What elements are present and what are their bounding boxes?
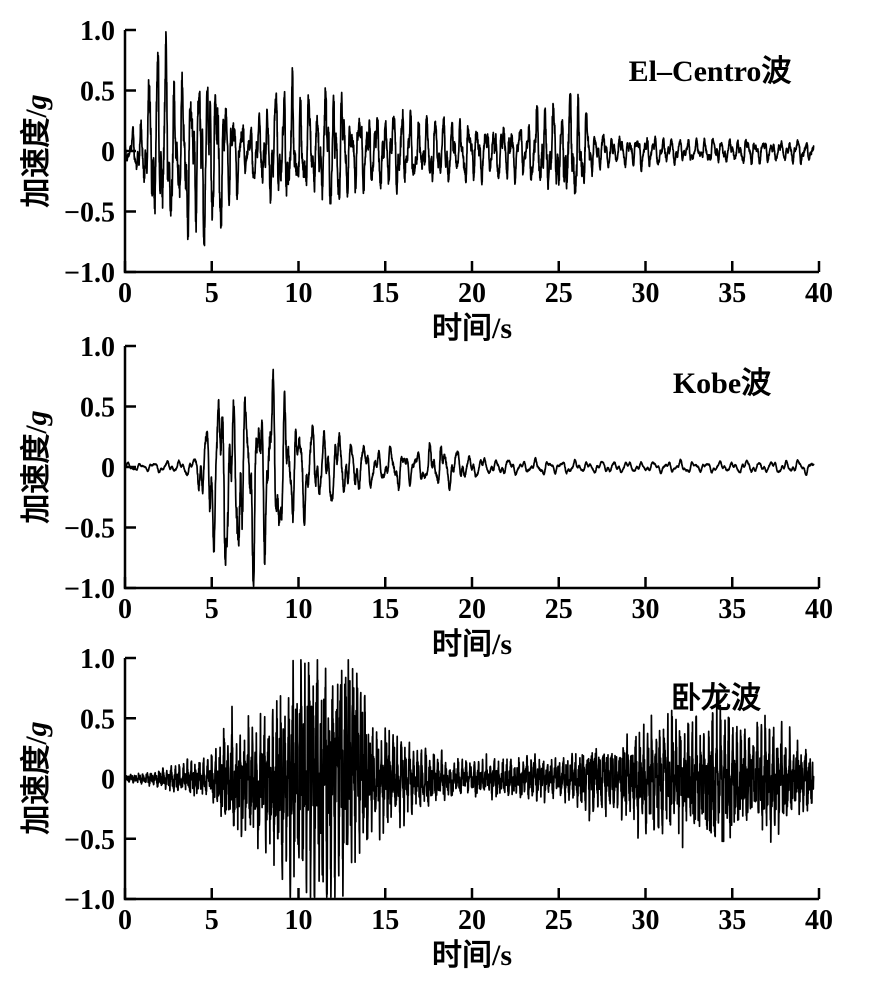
panel-wolong: 0 5 10 15 20 25 30 35 40 1.0 0.5 0 −0.5 −1.0 卧龙波 加速度/…: [20, 644, 833, 972]
y-tick-label: −0.5: [64, 198, 115, 229]
x-tick-label: 5: [205, 278, 219, 309]
x-tick-label: 5: [205, 594, 219, 625]
x-tick-label: 20: [458, 905, 486, 936]
x-tick-label: 15: [371, 594, 399, 625]
y-tick-label: −0.5: [64, 825, 115, 856]
acceleration-waveform-path: [124, 368, 815, 588]
y-tick-label: 1.0: [80, 332, 115, 363]
x-axis-label: 时间/s: [432, 312, 512, 345]
panel-title-wolong: 卧龙波: [671, 682, 762, 715]
y-axis-label: 加速度/g: [20, 721, 53, 834]
x-tick-label: 25: [545, 905, 573, 936]
x-tick-label: 20: [458, 594, 486, 625]
y-tick-label: 0.5: [80, 77, 115, 108]
y-axis-label: 加速度/g: [20, 94, 53, 207]
acceleration-waveform-path: [124, 658, 815, 899]
panel-title-el-centro: El–Centro波: [629, 55, 793, 88]
x-tick-label: 40: [805, 905, 833, 936]
x-tick-label: 35: [718, 278, 746, 309]
y-tick-label: 0: [101, 453, 115, 484]
x-tick-label: 0: [118, 594, 132, 625]
x-tick-label: 0: [118, 905, 132, 936]
y-tick-label: −0.5: [64, 514, 115, 545]
y-tick-label: 0: [101, 765, 115, 796]
x-tick-label: 30: [632, 594, 660, 625]
x-tick-label: 20: [458, 278, 486, 309]
y-tick-label: 0.5: [80, 393, 115, 424]
panel-kobe: 0 5 10 15 20 25 30 35 40 1.0 0.5 0 −0.5 −1.0 Kobe波 加速…: [20, 332, 833, 661]
panel-el-centro: 0 5 10 15 20 25 30 35 40 1.0 0.5 0 −0.5 −1.0 El–Centr…: [20, 16, 833, 345]
axes-wolong: 0 5 10 15 20 25 30 35 40 1.0 0.5 0 −0.5 −1.0: [64, 644, 833, 936]
axes-kobe: 0 5 10 15 20 25 30 35 40 1.0 0.5 0 −0.5 −1.0: [64, 332, 833, 625]
y-tick-label: 0: [101, 137, 115, 168]
x-tick-label: 35: [718, 594, 746, 625]
y-tick-label: 0.5: [80, 704, 115, 735]
axes-el-centro: 0 5 10 15 20 25 30 35 40 1.0 0.5 0 −0.5 −1.0: [64, 16, 833, 309]
x-tick-label: 40: [805, 594, 833, 625]
x-tick-label: 25: [545, 594, 573, 625]
x-tick-label: 15: [371, 905, 399, 936]
waveform-el-centro: [124, 30, 815, 247]
y-axis-label: 加速度/g: [20, 410, 53, 523]
x-axis-label: 时间/s: [432, 939, 512, 972]
x-tick-label: 30: [632, 278, 660, 309]
y-tick-label: 1.0: [80, 16, 115, 47]
y-tick-label: −1.0: [64, 885, 115, 916]
x-tick-label: 0: [118, 278, 132, 309]
panel-title-kobe: Kobe波: [673, 367, 772, 400]
x-tick-label: 10: [285, 278, 313, 309]
y-tick-label: −1.0: [64, 258, 115, 289]
waveform-kobe: [124, 368, 815, 588]
x-tick-label: 25: [545, 278, 573, 309]
y-tick-label: 1.0: [80, 644, 115, 675]
x-tick-label: 5: [205, 905, 219, 936]
y-tick-label: −1.0: [64, 574, 115, 605]
waveform-wolong: [124, 658, 815, 899]
x-tick-label: 15: [371, 278, 399, 309]
x-tick-label: 40: [805, 278, 833, 309]
x-tick-label: 10: [285, 905, 313, 936]
x-tick-label: 35: [718, 905, 746, 936]
x-axis-label: 时间/s: [432, 628, 512, 661]
x-tick-label: 10: [285, 594, 313, 625]
acceleration-waveform-path: [124, 30, 815, 247]
x-tick-label: 30: [632, 905, 660, 936]
